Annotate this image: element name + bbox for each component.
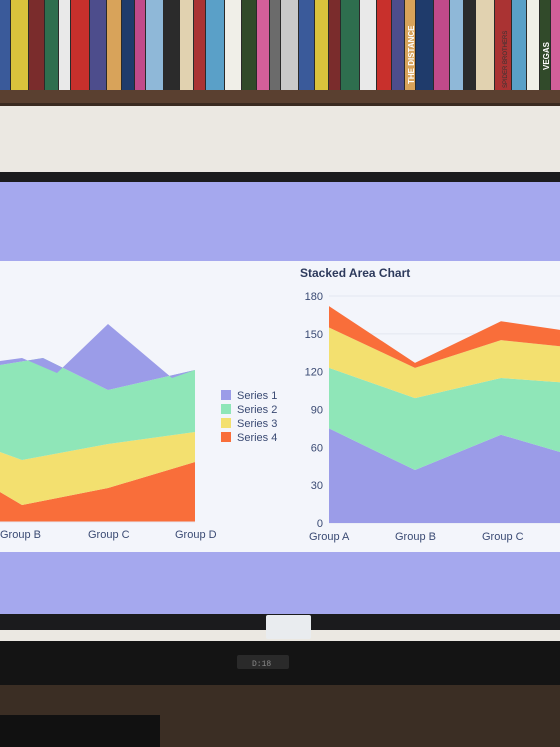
left-xtick-group-b: Group B: [0, 529, 41, 541]
right-chart-yticks: 180 150 120 90 60 30 0: [305, 291, 323, 530]
area-series-1: [329, 428, 560, 523]
legend-swatch-series-3: [221, 418, 231, 428]
dvd-spine: [45, 0, 58, 90]
dvd-spine: [450, 0, 463, 90]
legend: Series 1 Series 2 Series 3 Series 4: [221, 390, 277, 444]
ytick-label: 180: [305, 291, 323, 303]
dvd-spines: [0, 0, 560, 90]
shelf-board: [0, 90, 560, 104]
right-xtick-group-a: Group A: [309, 531, 350, 543]
dvd-spine: [59, 0, 70, 90]
dvd-spine: [122, 0, 134, 90]
area-series-4: [329, 306, 560, 368]
ytick-label: 120: [305, 367, 323, 379]
right-xtick-group-b: Group B: [395, 531, 436, 543]
dvd-spine: [464, 0, 475, 90]
dvd-spine: [551, 0, 560, 90]
right-xtick-group-c: Group C: [482, 531, 524, 543]
dvd-spine: [392, 0, 404, 90]
dvd-spine: [164, 0, 179, 90]
dvd-spine: [71, 0, 89, 90]
ytick-label: 60: [311, 442, 323, 454]
dvd-spine: [270, 0, 280, 90]
left-series-3-area: [0, 432, 195, 505]
dvd-spine: [434, 0, 449, 90]
right-chart: Stacked Area Chart 180 150 120 90 60 30 0 Grou…: [300, 266, 560, 543]
dvd-spine: [180, 0, 193, 90]
ytick-label: 30: [311, 480, 323, 492]
dvd-spine-text-distance: THE DISTANCE: [407, 25, 416, 84]
dvd-spine: [107, 0, 121, 90]
legend-label-series-1: Series 1: [237, 390, 277, 402]
legend-label-series-2: Series 2: [237, 404, 277, 416]
dvd-spine: [512, 0, 526, 90]
area-series-2: [329, 367, 560, 471]
left-xtick-group-d: Group D: [175, 529, 217, 541]
dvd-spine: [135, 0, 145, 90]
dvd-spine: [416, 0, 433, 90]
dvd-spine: [225, 0, 241, 90]
dvd-spine: [194, 0, 205, 90]
dvd-spine: [527, 0, 539, 90]
left-xtick-group-c: Group C: [88, 529, 130, 541]
dvd-spine: [29, 0, 44, 90]
legend-label-series-3: Series 3: [237, 418, 277, 430]
ytick-label: 0: [317, 518, 323, 530]
dvd-spine: [405, 0, 415, 90]
dvd-spine: [476, 0, 494, 90]
dvd-spine: [257, 0, 269, 90]
stand-bracket: [266, 615, 311, 639]
right-chart-title: Stacked Area Chart: [300, 266, 410, 280]
dvd-spine: [0, 0, 10, 90]
dvd-shelf: THE DISTANCE SPIDER BROTHERS VEGAS: [0, 0, 560, 106]
legend-swatch-series-2: [221, 404, 231, 414]
dvd-spine: [146, 0, 163, 90]
left-series-2-area: [0, 358, 195, 460]
dvd-spine: [281, 0, 298, 90]
dvd-spine: [377, 0, 391, 90]
dvd-spine: [329, 0, 340, 90]
dvd-spine: [242, 0, 256, 90]
dvd-spine: [11, 0, 28, 90]
dvd-spine: [315, 0, 328, 90]
tv-stand: D:18: [0, 615, 560, 747]
dvd-spine: [206, 0, 224, 90]
dvd-spine: [299, 0, 314, 90]
dvd-spine: [540, 0, 550, 90]
dvd-spine: [90, 0, 106, 90]
soundbar-display-text: D:18: [252, 660, 271, 669]
dvd-spine: [360, 0, 376, 90]
legend-label-series-4: Series 4: [237, 432, 277, 444]
legend-swatch-series-4: [221, 432, 231, 442]
dvd-spine-text-vegas: VEGAS: [542, 41, 551, 70]
ytick-label: 150: [305, 329, 323, 341]
ytick-label: 90: [311, 405, 323, 417]
soundbar-display: [237, 655, 289, 669]
left-series-4-area: [0, 462, 195, 522]
area-series-3: [329, 327, 560, 399]
dvd-spine: [495, 0, 511, 90]
television: Group B Group C Group D Series 1 Series …: [0, 172, 560, 630]
dvd-spine-text-spider-brothers: SPIDER BROTHERS: [503, 31, 509, 88]
legend-swatch-series-1: [221, 390, 231, 400]
left-series-1-area: [0, 324, 195, 390]
left-chart: Group B Group C Group D Series 1 Series …: [0, 324, 277, 541]
right-chart-areas: [329, 306, 560, 523]
dvd-spine: [341, 0, 359, 90]
